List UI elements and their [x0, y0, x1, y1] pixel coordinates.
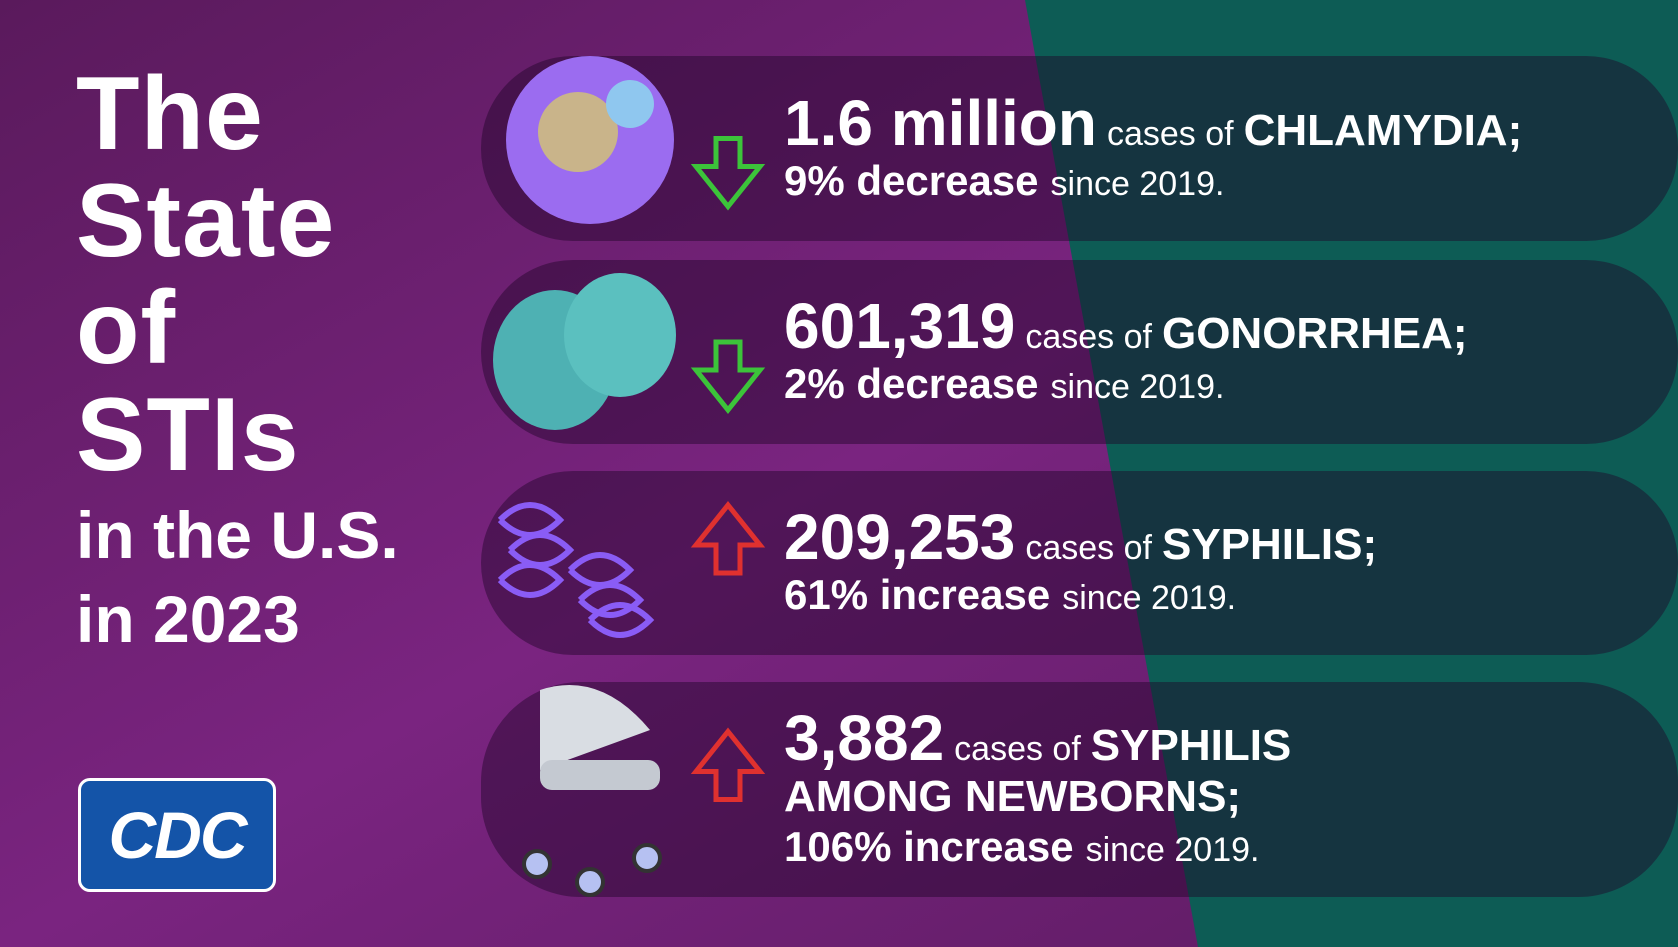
change-line: 2% decrease since 2019.: [784, 359, 1664, 409]
case-count: 209,253: [784, 501, 1015, 573]
row-text: 601,319 cases of GONORRHEA; 2% decrease sinc…: [784, 260, 1664, 444]
since: since 2019.: [1062, 579, 1236, 617]
change-line: 106% increase since 2019.: [784, 822, 1664, 872]
subtitle-line: in 2023: [76, 586, 300, 652]
since: since 2019.: [1051, 165, 1225, 203]
title-line: State: [76, 169, 335, 273]
page: CDC TheStateofSTIs in the U.S. in 2023 1.6 …: [0, 0, 1678, 947]
since: since 2019.: [1086, 831, 1260, 869]
connector: cases of: [1025, 318, 1152, 356]
infographic: CDC TheStateofSTIs in the U.S. in 2023 1.6 …: [0, 0, 1678, 947]
title-line: STIs: [76, 383, 300, 487]
disease: CHLAMYDIA;: [1244, 106, 1523, 155]
change: 9% decrease: [784, 157, 1039, 204]
disease: SYPHILIS;: [1162, 520, 1377, 569]
chlamydia-icon: [506, 56, 674, 224]
row-text: 209,253 cases of SYPHILIS; 61% increase sinc…: [784, 471, 1664, 655]
cdc-logo: CDC: [78, 778, 276, 892]
disease: GONORRHEA;: [1162, 309, 1468, 358]
case-count: 3,882: [784, 702, 944, 774]
disease: AMONG NEWBORNS;: [784, 772, 1664, 823]
change: 2% decrease: [784, 360, 1039, 407]
change-line: 61% increase since 2019.: [784, 570, 1664, 620]
case-count: 601,319: [784, 290, 1015, 362]
change-line: 9% decrease since 2019.: [784, 156, 1664, 206]
connector: cases of: [1107, 115, 1234, 153]
connector: cases of: [1025, 529, 1152, 567]
title-line: The: [76, 62, 264, 166]
change: 106% increase: [784, 823, 1074, 870]
since: since 2019.: [1051, 368, 1225, 406]
subtitle-line: in the U.S.: [76, 502, 399, 568]
case-count: 1.6 million: [784, 87, 1097, 159]
disease: SYPHILIS: [1091, 721, 1292, 770]
change: 61% increase: [784, 571, 1050, 618]
connector: cases of: [954, 730, 1081, 768]
title-line: of: [76, 276, 176, 380]
